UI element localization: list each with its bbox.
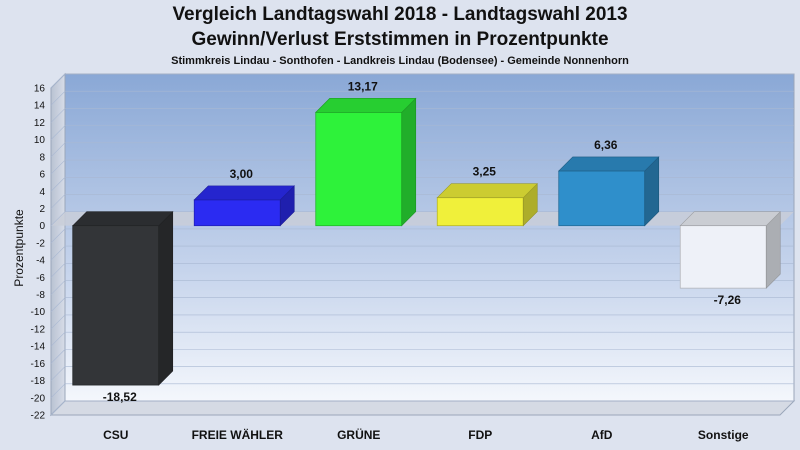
- grid-line-side: [50, 177, 66, 192]
- y-tick-label: -10: [31, 307, 46, 318]
- grid-line-side: [50, 383, 66, 399]
- bar-freie-wähler: [193, 185, 295, 227]
- grid-line-side: [50, 73, 66, 89]
- y-tick-label: -20: [31, 393, 46, 404]
- grid-line-side: [50, 314, 66, 330]
- bar-front: [436, 197, 524, 227]
- plot-left-wall: [50, 72, 66, 417]
- y-tick-label: -14: [31, 342, 46, 353]
- bar-fdp: [436, 182, 538, 227]
- y-tick-label: 8: [39, 152, 45, 163]
- bar-front: [72, 225, 160, 386]
- y-axis-ticks: 16 14 12 10 8 6 4 2 0 -2 -4 -6 -8 -10 -12 -14 -16 -18 -20 -…: [31, 84, 46, 422]
- x-category-label: GRÜNE: [337, 427, 380, 442]
- grid-line-side: [50, 194, 66, 209]
- grid-line-side: [50, 366, 66, 381]
- chart-subtitle: Gewinn/Verlust Erststimmen in Prozentpun…: [191, 29, 609, 50]
- category-labels: CSU FREIE WÄHLER GRÜNE FDP AfD Sonstige: [103, 427, 749, 442]
- bar-top: [193, 185, 295, 201]
- y-tick-label: -16: [31, 359, 46, 370]
- y-tick-label: 14: [34, 101, 46, 112]
- y-tick-label: 4: [39, 187, 45, 198]
- y-tick-label: -12: [31, 324, 46, 335]
- grid-line-side: [50, 297, 66, 312]
- y-tick-label: 16: [34, 84, 46, 95]
- bar-sonstige: [679, 210, 781, 289]
- y-tick-label: -6: [36, 273, 45, 284]
- grid-line-side: [50, 142, 66, 158]
- grid-line-side: [50, 400, 66, 416]
- x-category-label: Sonstige: [698, 428, 749, 442]
- bar-front: [679, 225, 767, 289]
- y-tick-label: -2: [36, 238, 45, 249]
- value-label: 3,25: [473, 165, 497, 179]
- x-category-label: FREIE WÄHLER: [192, 427, 284, 442]
- bar-top: [558, 156, 660, 172]
- bar-front: [193, 199, 281, 227]
- plot-floor: [49, 400, 796, 416]
- bar-top: [72, 211, 174, 226]
- x-category-label: FDP: [468, 428, 492, 442]
- grid-line-side: [50, 349, 66, 364]
- y-tick-label: 0: [39, 221, 45, 232]
- bar-front: [315, 111, 403, 227]
- bar-afd: [558, 156, 660, 227]
- y-tick-label: -4: [36, 256, 45, 267]
- grid-line-side: [50, 211, 66, 226]
- plot-frame: [49, 72, 796, 417]
- bar-top: [436, 183, 538, 199]
- value-label: 3,00: [230, 167, 254, 181]
- grid-line-side: [50, 331, 66, 347]
- y-tick-label: -18: [31, 376, 46, 387]
- grid-line-side: [50, 125, 66, 140]
- bar-top: [679, 211, 781, 226]
- grid-line-side: [50, 245, 66, 261]
- y-tick-label: 2: [39, 204, 45, 215]
- value-labels: -18,52 3,00 13,17 3,25 6,36 -7,26: [103, 79, 742, 404]
- plot-back-wall: [64, 73, 795, 402]
- bars: [72, 97, 781, 386]
- x-category-label: AfD: [591, 428, 613, 442]
- value-label: 13,17: [348, 79, 378, 93]
- value-label: -18,52: [103, 390, 137, 404]
- grid-line-side: [50, 228, 66, 244]
- grid-line-side: [50, 90, 66, 106]
- bar-grüne: [315, 97, 417, 227]
- y-tick-label: -22: [31, 411, 46, 422]
- chart-region-caption: Stimmkreis Lindau - Sonthofen - Landkrei…: [171, 55, 629, 67]
- bar-csu: [72, 210, 174, 386]
- grid-line-side: [50, 159, 66, 175]
- y-tick-label: -8: [36, 290, 45, 301]
- y-axis-label: Prozentpunkte: [12, 209, 26, 287]
- bar-side: [401, 97, 417, 227]
- grid-line-side: [50, 263, 66, 278]
- grid-line-side: [50, 280, 66, 295]
- grid-line-side: [50, 108, 66, 123]
- value-label: 6,36: [594, 138, 618, 152]
- y-tick-label: 6: [39, 170, 45, 181]
- bar-front: [558, 170, 646, 227]
- y-tick-label: 10: [34, 135, 46, 146]
- value-label: -7,26: [714, 293, 742, 307]
- bar-top: [315, 98, 417, 113]
- chart-title: Vergleich Landtagswahl 2018 - Landtagswa…: [172, 4, 628, 25]
- bar-side: [158, 210, 174, 386]
- y-tick-label: 12: [34, 118, 46, 129]
- grid-lines: [50, 73, 794, 416]
- x-category-label: CSU: [103, 428, 128, 442]
